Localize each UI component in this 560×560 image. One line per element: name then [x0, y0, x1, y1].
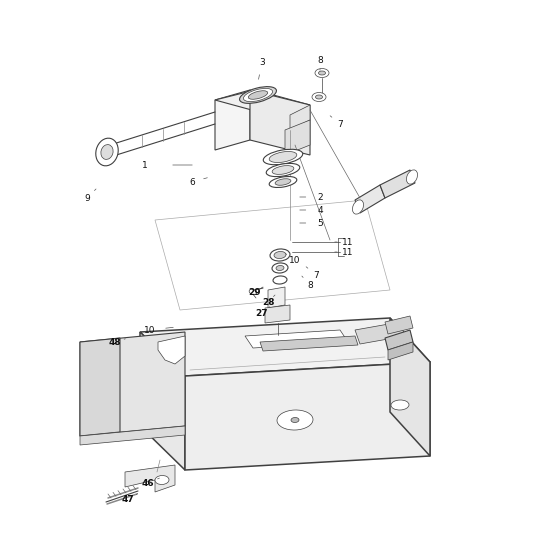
- Ellipse shape: [319, 71, 325, 75]
- Text: 48: 48: [109, 338, 122, 347]
- Ellipse shape: [274, 251, 286, 259]
- Ellipse shape: [315, 95, 323, 99]
- Polygon shape: [385, 330, 413, 350]
- Text: 8: 8: [317, 55, 323, 64]
- Text: 5: 5: [317, 218, 323, 227]
- Ellipse shape: [272, 263, 288, 273]
- Polygon shape: [80, 338, 120, 436]
- Polygon shape: [388, 342, 413, 360]
- Polygon shape: [80, 426, 185, 445]
- Ellipse shape: [272, 166, 294, 174]
- Polygon shape: [290, 105, 310, 130]
- Ellipse shape: [263, 150, 303, 165]
- Text: 27: 27: [256, 309, 268, 318]
- Ellipse shape: [270, 249, 290, 261]
- Polygon shape: [385, 316, 413, 334]
- Ellipse shape: [291, 418, 299, 422]
- Ellipse shape: [249, 290, 257, 295]
- Ellipse shape: [269, 152, 297, 162]
- Text: 29: 29: [249, 287, 262, 296]
- Polygon shape: [355, 185, 385, 213]
- Polygon shape: [125, 465, 175, 492]
- Ellipse shape: [277, 410, 313, 430]
- Ellipse shape: [266, 164, 300, 176]
- Text: 10: 10: [144, 325, 156, 334]
- Text: 28: 28: [262, 297, 274, 306]
- Polygon shape: [215, 90, 250, 150]
- Polygon shape: [250, 90, 310, 155]
- Polygon shape: [140, 318, 430, 376]
- Text: 7: 7: [337, 119, 343, 128]
- Text: 11: 11: [342, 237, 354, 246]
- Ellipse shape: [391, 400, 409, 410]
- Text: 47: 47: [122, 496, 134, 505]
- Ellipse shape: [155, 475, 169, 484]
- Polygon shape: [355, 322, 405, 344]
- Text: 10: 10: [290, 255, 301, 264]
- Polygon shape: [268, 287, 285, 308]
- Polygon shape: [390, 318, 430, 456]
- Polygon shape: [158, 336, 185, 364]
- Text: 4: 4: [317, 206, 323, 214]
- Text: 3: 3: [259, 58, 265, 67]
- Ellipse shape: [275, 179, 291, 185]
- Polygon shape: [245, 330, 348, 348]
- Ellipse shape: [101, 144, 113, 160]
- Polygon shape: [265, 305, 290, 323]
- Polygon shape: [380, 170, 415, 198]
- Text: 11: 11: [342, 248, 354, 256]
- Text: 1: 1: [142, 161, 148, 170]
- Text: 46: 46: [142, 478, 155, 488]
- Ellipse shape: [312, 92, 326, 101]
- Polygon shape: [215, 90, 310, 115]
- Text: 7: 7: [313, 270, 319, 279]
- Ellipse shape: [273, 276, 287, 284]
- Ellipse shape: [407, 170, 418, 184]
- Polygon shape: [285, 120, 310, 155]
- Ellipse shape: [315, 68, 329, 77]
- Ellipse shape: [248, 91, 268, 99]
- Polygon shape: [260, 336, 358, 351]
- Text: 6: 6: [189, 178, 195, 186]
- Ellipse shape: [269, 176, 297, 188]
- Ellipse shape: [276, 265, 284, 270]
- Text: 2: 2: [317, 193, 323, 202]
- Text: 9: 9: [84, 194, 90, 203]
- Text: 8: 8: [307, 281, 313, 290]
- Ellipse shape: [244, 88, 273, 101]
- Polygon shape: [80, 332, 185, 436]
- Ellipse shape: [96, 138, 118, 166]
- Polygon shape: [140, 332, 185, 470]
- Ellipse shape: [352, 200, 363, 214]
- Ellipse shape: [240, 87, 277, 104]
- Polygon shape: [185, 362, 430, 470]
